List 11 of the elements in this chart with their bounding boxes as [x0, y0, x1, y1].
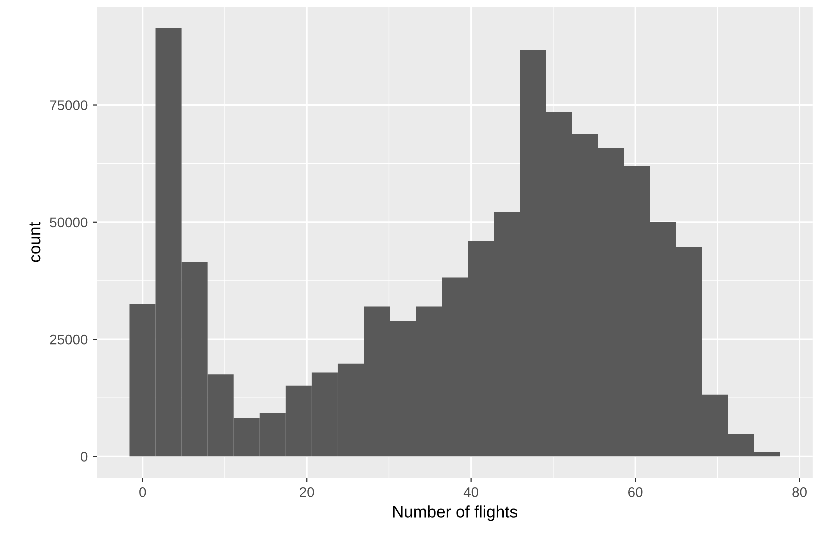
x-tick-label: 40	[464, 487, 479, 498]
y-tick-label: 25000	[50, 334, 88, 345]
x-tick-label: 20	[300, 487, 314, 498]
x-tick-label: 80	[792, 487, 807, 498]
y-tick-label: 75000	[50, 100, 88, 110]
y-tick-label: 50000	[50, 218, 88, 228]
x-tick-label: 0	[140, 487, 146, 498]
x-tick-label: 60	[628, 487, 643, 498]
y-axis-title: count	[30, 222, 41, 262]
y-tick-label: 0	[81, 452, 88, 462]
x-axis-title: Number of flights	[393, 506, 518, 522]
